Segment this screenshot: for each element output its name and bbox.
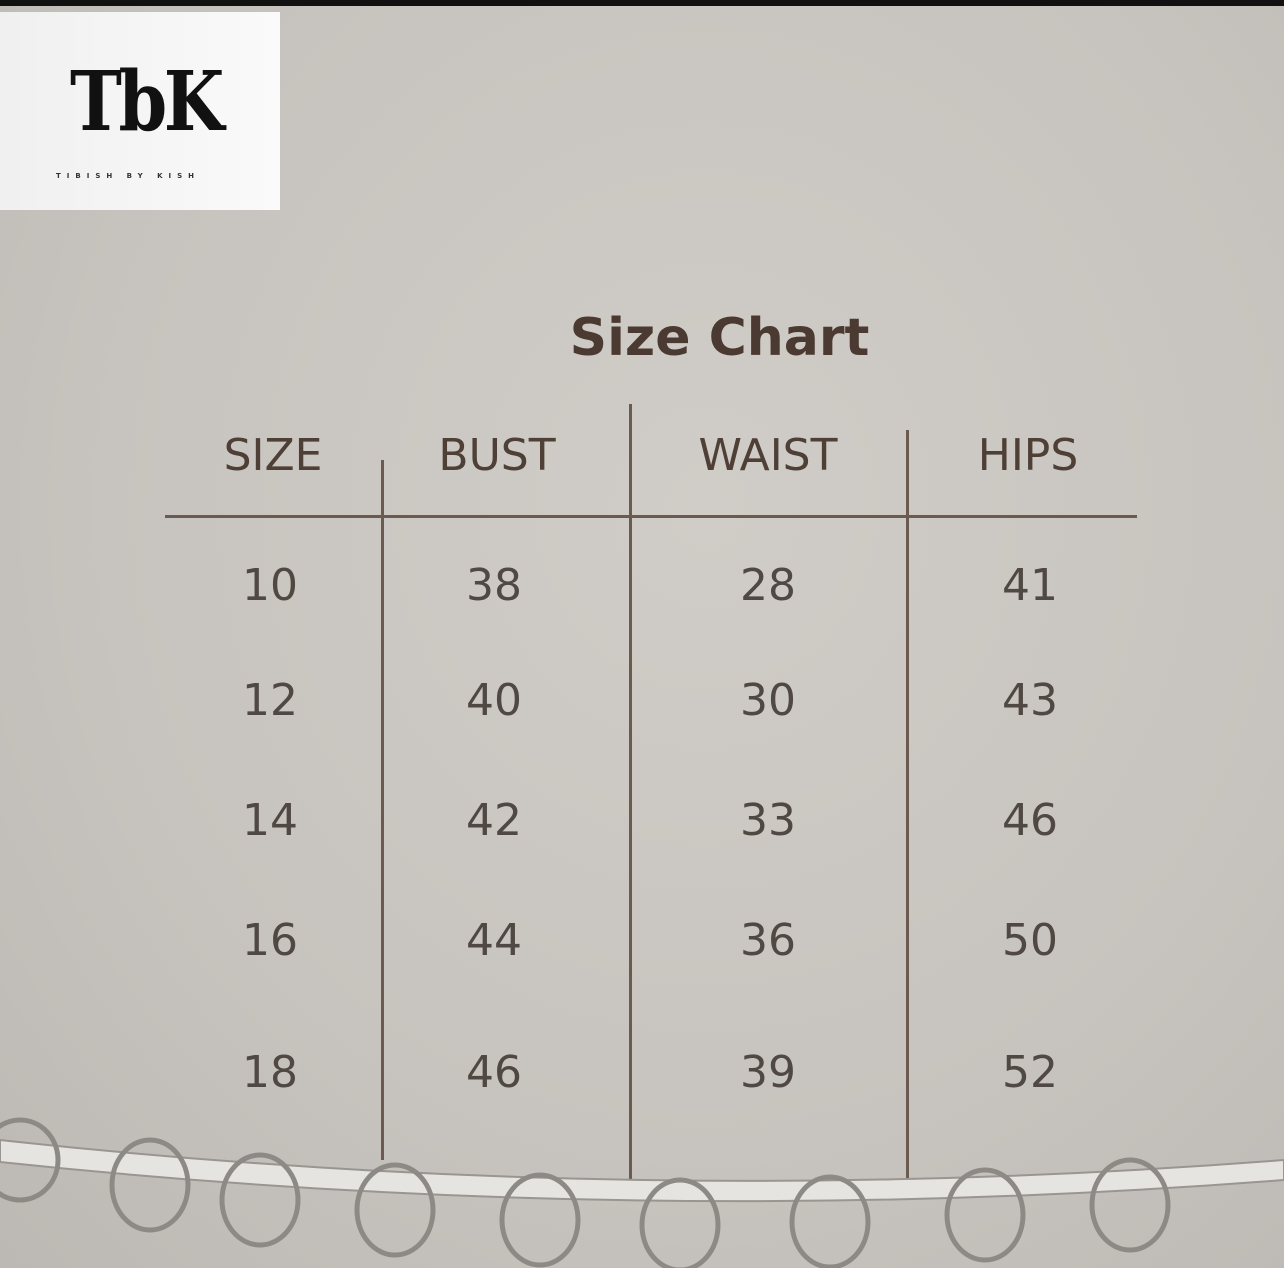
column-divider bbox=[381, 460, 384, 1160]
logo-mark: TbK bbox=[70, 54, 224, 150]
cell-bust: 40 bbox=[466, 675, 522, 726]
cell-hips: 46 bbox=[1002, 795, 1058, 846]
chart-title: Size Chart bbox=[569, 308, 870, 368]
header-size: SIZE bbox=[223, 430, 323, 481]
cell-size: 10 bbox=[242, 560, 298, 611]
header-waist: WAIST bbox=[698, 430, 838, 481]
clothing-rail-with-rings bbox=[0, 1117, 1284, 1268]
cell-waist: 33 bbox=[740, 795, 796, 846]
top-border bbox=[0, 0, 1284, 6]
cell-size: 18 bbox=[242, 1047, 298, 1098]
header-bust: BUST bbox=[438, 430, 556, 481]
cell-size: 14 bbox=[242, 795, 298, 846]
cell-bust: 38 bbox=[466, 560, 522, 611]
cell-bust: 44 bbox=[466, 915, 522, 966]
cell-waist: 39 bbox=[740, 1047, 796, 1098]
cell-size: 16 bbox=[242, 915, 298, 966]
cell-hips: 43 bbox=[1002, 675, 1058, 726]
cell-waist: 30 bbox=[740, 675, 796, 726]
logo-tagline: TIBISH BY KISH bbox=[56, 172, 201, 180]
header-divider bbox=[165, 515, 1137, 518]
cell-size: 12 bbox=[242, 675, 298, 726]
cell-hips: 41 bbox=[1002, 560, 1058, 611]
cell-waist: 36 bbox=[740, 915, 796, 966]
cell-hips: 50 bbox=[1002, 915, 1058, 966]
cell-waist: 28 bbox=[740, 560, 796, 611]
cell-bust: 42 bbox=[466, 795, 522, 846]
header-hips: HIPS bbox=[977, 430, 1079, 481]
brand-logo: TbK TIBISH BY KISH bbox=[0, 12, 280, 210]
column-divider bbox=[629, 404, 632, 1186]
cell-bust: 46 bbox=[466, 1047, 522, 1098]
cell-hips: 52 bbox=[1002, 1047, 1058, 1098]
column-divider bbox=[906, 430, 909, 1186]
